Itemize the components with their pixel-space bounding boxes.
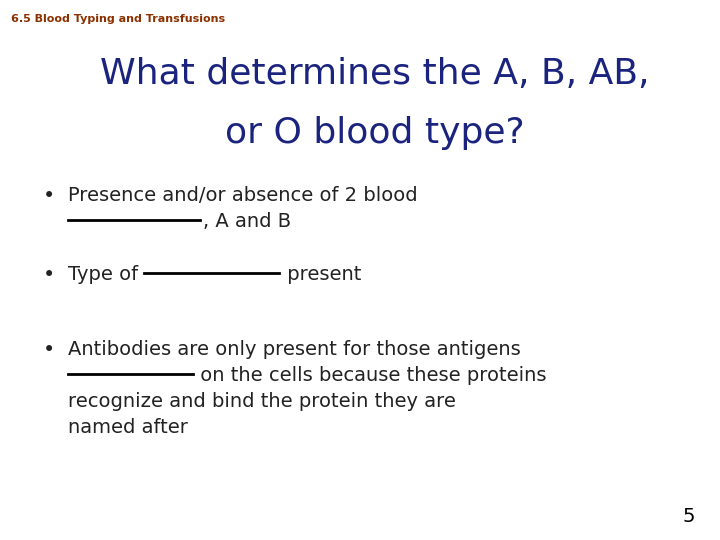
Text: •: • bbox=[43, 265, 55, 285]
Text: Presence and/or absence of 2 blood: Presence and/or absence of 2 blood bbox=[68, 186, 418, 205]
Text: , A and B: , A and B bbox=[203, 212, 291, 231]
Text: What determines the A, B, AB,: What determines the A, B, AB, bbox=[99, 57, 649, 91]
Text: Antibodies are only present for those antigens: Antibodies are only present for those an… bbox=[68, 340, 521, 359]
Text: •: • bbox=[43, 340, 55, 360]
Text: •: • bbox=[43, 186, 55, 206]
Text: on the cells because these proteins: on the cells because these proteins bbox=[194, 366, 547, 385]
Text: recognize and bind the protein they are: recognize and bind the protein they are bbox=[68, 392, 456, 411]
Text: named after: named after bbox=[68, 418, 188, 437]
Text: Type of: Type of bbox=[68, 265, 145, 284]
Text: 6.5 Blood Typing and Transfusions: 6.5 Blood Typing and Transfusions bbox=[11, 14, 225, 24]
Text: present: present bbox=[281, 265, 361, 284]
Text: or O blood type?: or O blood type? bbox=[225, 116, 524, 150]
Text: 5: 5 bbox=[683, 508, 695, 526]
